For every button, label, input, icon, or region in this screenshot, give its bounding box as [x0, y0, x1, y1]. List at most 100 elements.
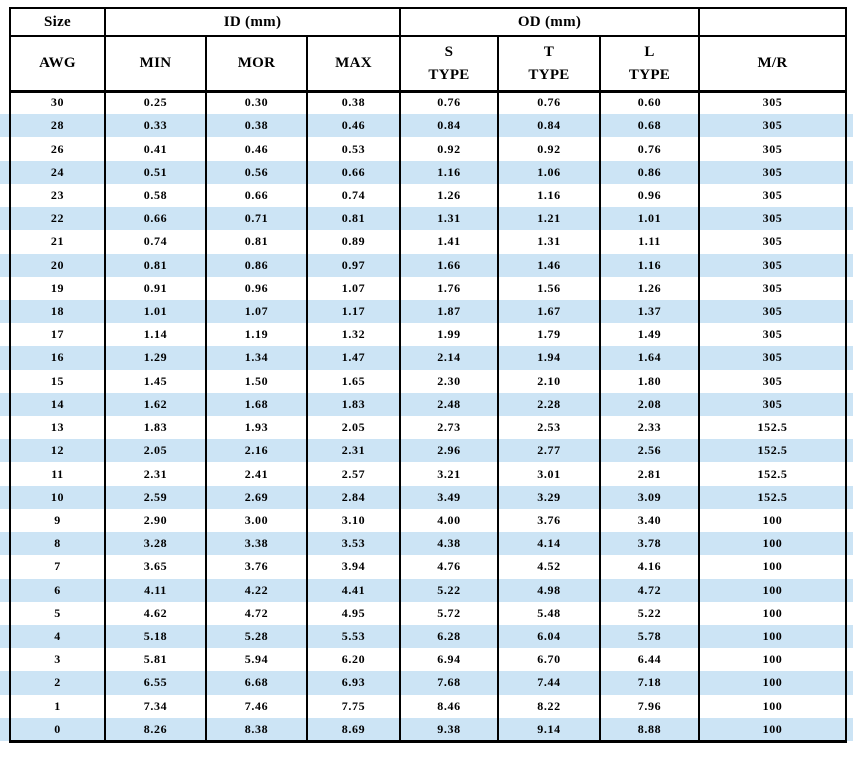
table-cell: 3.29: [537, 489, 561, 504]
table-cell: 11: [51, 466, 64, 481]
table-cell: 1.07: [341, 280, 366, 295]
table-cell: 2.84: [341, 489, 366, 504]
table-cell: 14: [50, 396, 65, 411]
table-cell: 5.22: [437, 582, 461, 597]
table-cell: 4.22: [244, 582, 269, 597]
table-cell: 2.31: [143, 466, 168, 481]
table-cell: 2.48: [437, 396, 461, 411]
table-cell: 19: [50, 280, 65, 295]
column-header-cell: MOR: [237, 55, 276, 72]
table-cell: 0.38: [341, 95, 366, 110]
table-cell: 305: [762, 95, 783, 110]
row-stripe: [0, 624, 853, 649]
table-cell: 1.07: [244, 304, 269, 319]
table-cell: 1.17: [341, 304, 366, 319]
table-cell: 8.69: [341, 721, 366, 736]
table-cell: 0.51: [143, 164, 168, 179]
table-cell: 0.66: [143, 211, 168, 226]
row-stripe: [0, 578, 853, 602]
table-cell: 3.49: [437, 489, 461, 504]
table-cell: 0.33: [143, 118, 168, 133]
table-cell: 0.86: [637, 164, 662, 179]
table-cell: 8.46: [437, 698, 461, 713]
table-cell: 3.28: [143, 536, 168, 551]
table-cell: 2.10: [537, 373, 561, 388]
table-cell: 1.93: [244, 420, 269, 435]
table-cell: 0.30: [244, 95, 269, 110]
table-cell: 6.28: [437, 629, 461, 644]
table-cell: 0.74: [341, 187, 366, 202]
row-stripe: [0, 532, 853, 556]
table-cell: 0.46: [341, 118, 366, 133]
table-cell: 30: [50, 95, 65, 110]
grid-line-vertical: [845, 8, 847, 741]
table-cell: 0.53: [341, 141, 366, 156]
grid-line-vertical: [205, 36, 207, 741]
table-cell: 6.04: [537, 629, 561, 644]
grid-line-horizontal: [9, 90, 847, 93]
table-cell: 5.72: [437, 605, 461, 620]
table-cell: 7.68: [437, 675, 461, 690]
table-cell: 1.14: [143, 327, 168, 342]
table-cell: 9.14: [537, 721, 561, 736]
table-cell: 1.87: [437, 304, 461, 319]
table-cell: 1.19: [244, 327, 269, 342]
table-cell: 2.05: [341, 420, 366, 435]
table-cell: 12: [50, 443, 65, 458]
table-cell: 3.94: [341, 559, 366, 574]
table-cell: 100: [762, 559, 783, 574]
table-cell: 2.73: [437, 420, 461, 435]
table-cell: 28: [50, 118, 65, 133]
row-stripe: [0, 207, 853, 231]
table-cell: 305: [762, 396, 783, 411]
table-cell: 4.41: [341, 582, 366, 597]
table-cell: 1.80: [637, 373, 662, 388]
table-cell: 4.95: [341, 605, 366, 620]
table-cell: 1.46: [537, 257, 561, 272]
grid-line-vertical: [399, 8, 401, 741]
table-cell: 1.79: [537, 327, 561, 342]
table-cell: 1.41: [437, 234, 461, 249]
table-cell: 3.53: [341, 536, 366, 551]
table-cell: 305: [762, 141, 783, 156]
table-cell: 6.55: [143, 675, 168, 690]
table-cell: 0.76: [537, 95, 561, 110]
table-cell: 1.64: [637, 350, 662, 365]
table-cell: 1.06: [537, 164, 561, 179]
table-cell: 8: [54, 536, 61, 551]
table-cell: 0.68: [637, 118, 662, 133]
table-cell: 4.98: [537, 582, 561, 597]
column-header-cell: M/R: [757, 55, 788, 72]
table-cell: 0.76: [637, 141, 662, 156]
grid-line-vertical: [599, 36, 601, 741]
table-cell: 1.26: [637, 280, 662, 295]
table-cell: 305: [762, 327, 783, 342]
table-cell: 1.56: [537, 280, 561, 295]
table-cell: 1.47: [341, 350, 366, 365]
table-cell: 1.68: [244, 396, 269, 411]
table-cell: 4.52: [537, 559, 561, 574]
table-cell: 1.99: [437, 327, 461, 342]
table-cell: 0.97: [341, 257, 366, 272]
table-cell: 5.81: [143, 652, 168, 667]
table-cell: 152.5: [757, 489, 788, 504]
table-cell: 305: [762, 211, 783, 226]
table-cell: 0.71: [244, 211, 269, 226]
column-header-cell: MAX: [335, 55, 372, 72]
table-cell: 0.46: [244, 141, 269, 156]
table-cell: 3.76: [537, 512, 561, 527]
table-cell: 0.41: [143, 141, 168, 156]
table-cell: 100: [762, 605, 783, 620]
table-cell: 1.16: [637, 257, 662, 272]
table-cell: 3.01: [537, 466, 561, 481]
table-cell: 1.62: [143, 396, 168, 411]
table-cell: 1.32: [341, 327, 366, 342]
group-header-cell: [699, 8, 846, 36]
row-stripe: [0, 485, 853, 509]
table-cell: 0.84: [437, 118, 461, 133]
table-cell: 1.65: [341, 373, 366, 388]
table-cell: 305: [762, 350, 783, 365]
table-cell: 5.53: [341, 629, 366, 644]
table-cell: 0.74: [143, 234, 168, 249]
table-cell: 0.96: [244, 280, 269, 295]
